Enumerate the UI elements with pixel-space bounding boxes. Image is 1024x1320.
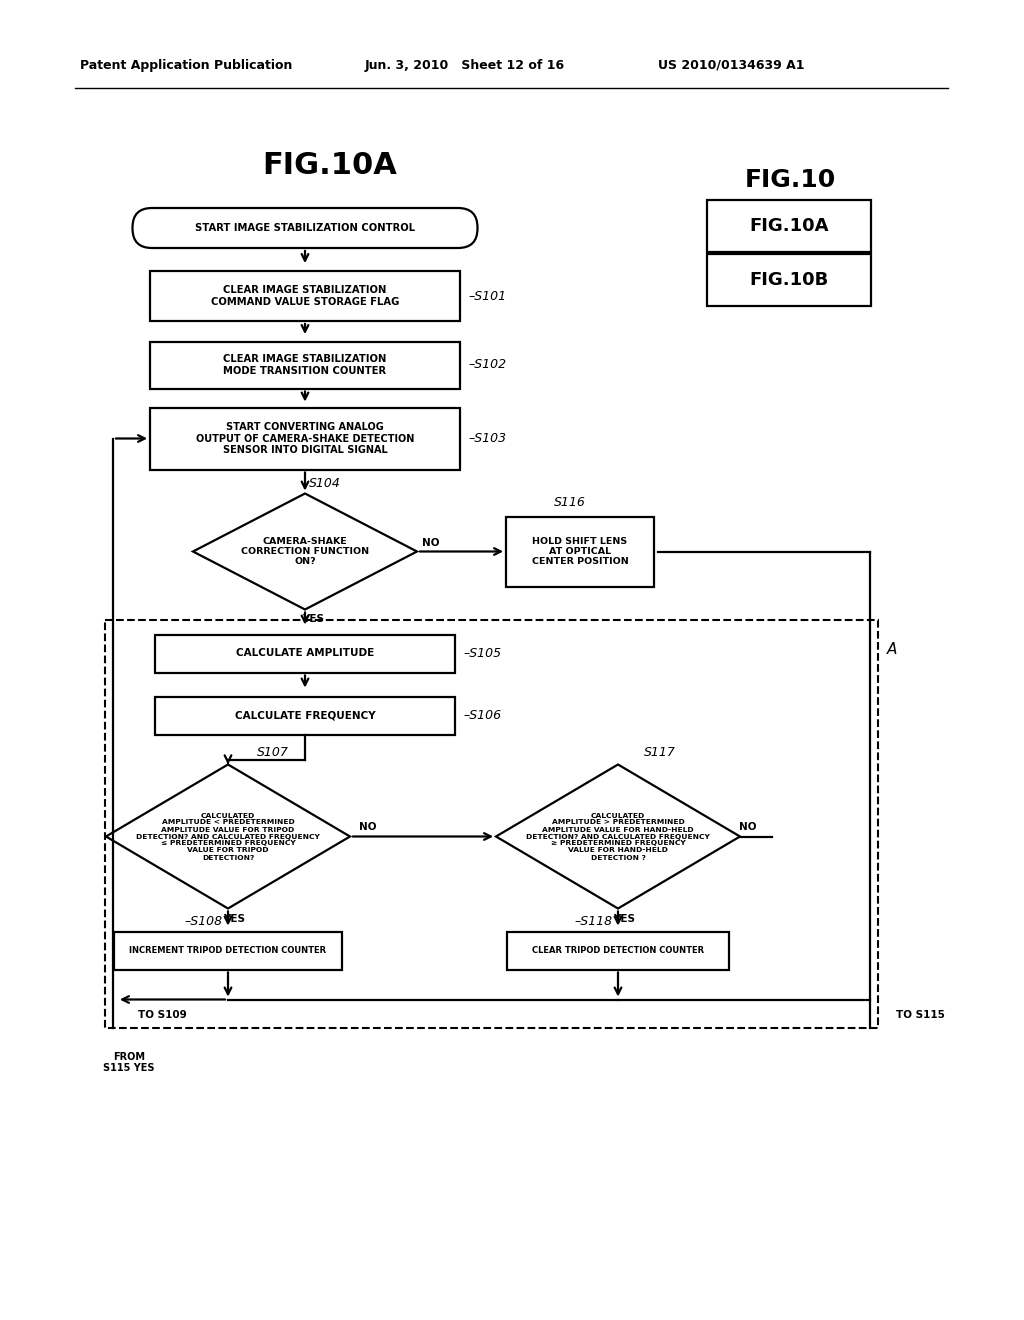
Text: TO S115: TO S115 <box>896 1011 945 1020</box>
Text: CAMERA-SHAKE
CORRECTION FUNCTION
ON?: CAMERA-SHAKE CORRECTION FUNCTION ON? <box>241 537 369 566</box>
Text: –S101: –S101 <box>468 289 506 302</box>
Text: CALCULATE AMPLITUDE: CALCULATE AMPLITUDE <box>236 648 374 659</box>
Text: START CONVERTING ANALOG
OUTPUT OF CAMERA-SHAKE DETECTION
SENSOR INTO DIGITAL SIG: START CONVERTING ANALOG OUTPUT OF CAMERA… <box>196 422 414 455</box>
Text: HOLD SHIFT LENS
AT OPTICAL
CENTER POSITION: HOLD SHIFT LENS AT OPTICAL CENTER POSITI… <box>531 537 629 566</box>
Text: FIG.10: FIG.10 <box>744 168 836 191</box>
Text: FIG.10A: FIG.10A <box>262 150 397 180</box>
Polygon shape <box>193 494 417 610</box>
Bar <box>114 932 342 969</box>
FancyBboxPatch shape <box>132 209 477 248</box>
Text: –S105: –S105 <box>463 647 501 660</box>
Bar <box>507 932 729 969</box>
Text: NO: NO <box>739 822 757 833</box>
Text: FIG.10B: FIG.10B <box>750 271 828 289</box>
Text: CALCULATED
AMPLITUDE < PREDETERMINED
AMPLITUDE VALUE FOR TRIPOD
DETECTION? AND C: CALCULATED AMPLITUDE < PREDETERMINED AMP… <box>136 813 319 861</box>
Text: –S106: –S106 <box>463 709 501 722</box>
Text: FIG.10A: FIG.10A <box>750 216 828 235</box>
Text: US 2010/0134639 A1: US 2010/0134639 A1 <box>658 58 805 71</box>
Text: CLEAR TRIPOD DETECTION COUNTER: CLEAR TRIPOD DETECTION COUNTER <box>531 946 705 954</box>
Text: A: A <box>887 642 897 657</box>
Text: START IMAGE STABILIZATION CONTROL: START IMAGE STABILIZATION CONTROL <box>195 223 415 234</box>
Text: S117: S117 <box>644 746 676 759</box>
Bar <box>150 408 460 470</box>
Text: –S108: –S108 <box>185 915 223 928</box>
Text: INCREMENT TRIPOD DETECTION COUNTER: INCREMENT TRIPOD DETECTION COUNTER <box>129 946 327 954</box>
Bar <box>155 697 455 734</box>
Bar <box>150 342 460 388</box>
Text: –S102: –S102 <box>468 359 506 371</box>
Bar <box>150 271 460 321</box>
Text: CALCULATE FREQUENCY: CALCULATE FREQUENCY <box>234 710 376 721</box>
Text: –S103: –S103 <box>468 432 506 445</box>
Text: YES: YES <box>223 915 245 924</box>
Bar <box>105 619 878 1027</box>
Bar <box>506 516 654 586</box>
Text: –S118: –S118 <box>574 915 613 928</box>
Bar <box>155 635 455 672</box>
Polygon shape <box>106 764 350 908</box>
Text: CLEAR IMAGE STABILIZATION
MODE TRANSITION COUNTER: CLEAR IMAGE STABILIZATION MODE TRANSITIO… <box>223 354 387 376</box>
Text: S104: S104 <box>309 477 341 490</box>
Text: CALCULATED
AMPLITUDE > PREDETERMINED
AMPLITUDE VALUE FOR HAND-HELD
DETECTION? AN: CALCULATED AMPLITUDE > PREDETERMINED AMP… <box>526 813 710 861</box>
Text: YES: YES <box>302 615 324 624</box>
Text: YES: YES <box>613 915 635 924</box>
Text: S116: S116 <box>554 496 586 510</box>
Bar <box>707 253 871 306</box>
Text: NO: NO <box>359 822 377 833</box>
Text: NO: NO <box>422 537 439 548</box>
Text: FROM
S115 YES: FROM S115 YES <box>103 1052 155 1073</box>
Text: S107: S107 <box>257 746 289 759</box>
Text: TO S109: TO S109 <box>138 1011 186 1020</box>
Text: Jun. 3, 2010   Sheet 12 of 16: Jun. 3, 2010 Sheet 12 of 16 <box>365 58 565 71</box>
Text: CLEAR IMAGE STABILIZATION
COMMAND VALUE STORAGE FLAG: CLEAR IMAGE STABILIZATION COMMAND VALUE … <box>211 285 399 306</box>
Polygon shape <box>496 764 740 908</box>
Bar <box>707 201 871 252</box>
Text: Patent Application Publication: Patent Application Publication <box>80 58 293 71</box>
